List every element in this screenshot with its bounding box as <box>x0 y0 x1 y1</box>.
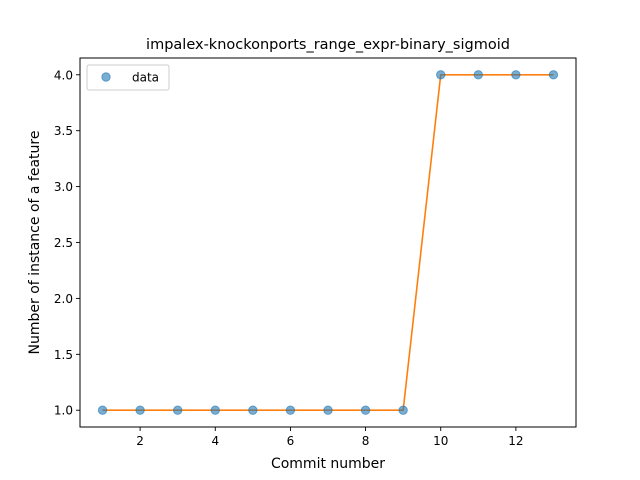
y-tick-label: 3.0 <box>54 180 73 194</box>
data-point <box>172 405 183 415</box>
y-tick-label: 2.5 <box>54 236 73 250</box>
data-point <box>436 70 446 80</box>
y-axis: 1.0 1.5 2.0 2.5 3.0 3.5 4.0 <box>54 68 80 418</box>
y-tick-label: 3.5 <box>54 124 73 138</box>
plot-area <box>97 70 559 415</box>
chart-title: impalex-knockonports_range_expr-binary_s… <box>146 37 510 53</box>
data-point <box>548 70 559 80</box>
y-tick-label: 1.0 <box>54 404 73 418</box>
legend-box <box>86 64 170 91</box>
data-point <box>97 405 108 415</box>
data-point <box>398 405 408 415</box>
data-point <box>511 70 521 80</box>
x-axis: 2 4 6 8 10 12 <box>136 427 524 448</box>
y-tick-label: 4.0 <box>54 68 73 82</box>
legend: data <box>86 64 170 91</box>
data-point <box>210 405 220 415</box>
legend-label-data: data <box>132 71 159 85</box>
y-axis-title: Number of instance of a feature <box>27 131 43 355</box>
data-point <box>473 70 484 80</box>
data-point <box>248 405 258 415</box>
x-tick-label: 4 <box>211 434 219 448</box>
x-tick-label: 8 <box>362 434 370 448</box>
y-tick-label: 2.0 <box>54 292 73 306</box>
data-point <box>285 405 296 415</box>
data-point <box>360 405 371 415</box>
data-point <box>323 405 333 415</box>
x-tick-label: 10 <box>433 434 448 448</box>
x-tick-label: 6 <box>287 434 295 448</box>
y-tick-label: 1.5 <box>54 348 73 362</box>
data-point <box>135 405 145 415</box>
x-axis-title: Commit number <box>271 456 385 472</box>
x-tick-label: 2 <box>136 434 144 448</box>
legend-marker-data <box>101 72 111 82</box>
x-tick-label: 12 <box>508 434 523 448</box>
